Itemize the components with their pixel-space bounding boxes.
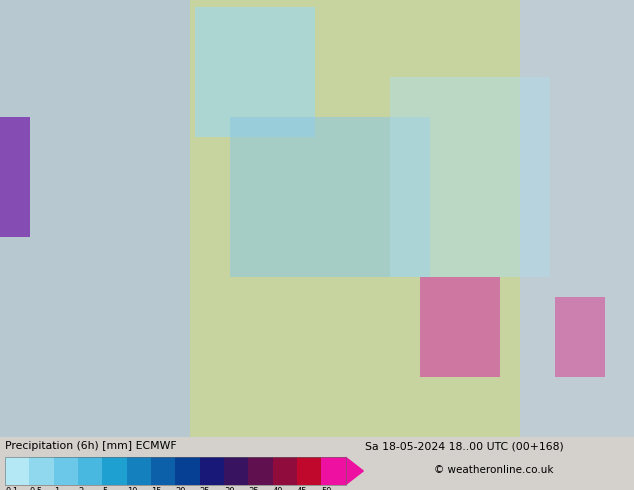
Text: Sa 18-05-2024 18..00 UTC (00+168): Sa 18-05-2024 18..00 UTC (00+168) xyxy=(365,441,563,451)
Text: Precipitation (6h) [mm] ECMWF: Precipitation (6h) [mm] ECMWF xyxy=(5,441,177,451)
Bar xyxy=(273,457,297,485)
Bar xyxy=(224,457,249,485)
Text: 20: 20 xyxy=(175,487,186,490)
Bar xyxy=(54,457,78,485)
Bar xyxy=(200,457,224,485)
Text: 35: 35 xyxy=(249,487,259,490)
Bar xyxy=(127,457,151,485)
FancyBboxPatch shape xyxy=(555,297,605,377)
Bar xyxy=(29,457,54,485)
Text: 15: 15 xyxy=(151,487,162,490)
FancyBboxPatch shape xyxy=(230,117,430,277)
Bar xyxy=(297,457,321,485)
Bar xyxy=(5,457,29,485)
Text: © weatheronline.co.uk: © weatheronline.co.uk xyxy=(434,465,553,475)
FancyBboxPatch shape xyxy=(390,77,550,277)
Bar xyxy=(5,457,346,485)
FancyBboxPatch shape xyxy=(195,7,315,137)
Text: 0.1: 0.1 xyxy=(5,487,18,490)
Polygon shape xyxy=(346,457,363,485)
FancyBboxPatch shape xyxy=(190,0,520,437)
Text: 2: 2 xyxy=(78,487,83,490)
Text: 10: 10 xyxy=(127,487,137,490)
Text: 5: 5 xyxy=(102,487,108,490)
Text: 0.5: 0.5 xyxy=(29,487,42,490)
Text: 40: 40 xyxy=(273,487,283,490)
Text: 50: 50 xyxy=(321,487,332,490)
Bar xyxy=(102,457,127,485)
Bar xyxy=(78,457,102,485)
Text: 25: 25 xyxy=(200,487,210,490)
FancyBboxPatch shape xyxy=(420,277,500,377)
Bar xyxy=(151,457,175,485)
Bar xyxy=(321,457,346,485)
Text: 1: 1 xyxy=(54,487,59,490)
FancyBboxPatch shape xyxy=(520,0,634,437)
Bar xyxy=(175,457,200,485)
Text: 45: 45 xyxy=(297,487,307,490)
FancyBboxPatch shape xyxy=(0,117,30,237)
Text: 30: 30 xyxy=(224,487,235,490)
FancyBboxPatch shape xyxy=(0,0,190,437)
Bar xyxy=(249,457,273,485)
